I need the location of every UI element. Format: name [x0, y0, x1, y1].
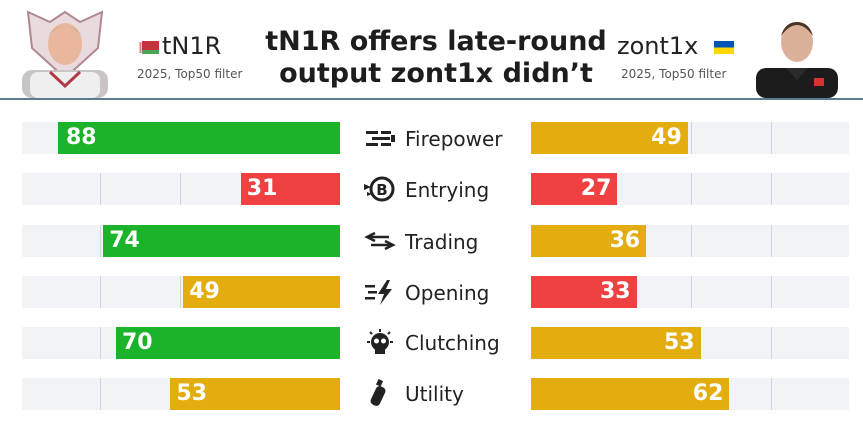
- grid-line: [100, 327, 101, 359]
- player-photo-left: [22, 10, 108, 98]
- right-value-bar: [531, 276, 637, 308]
- header: tN1R 2025, Top50 filter tN1R offers late…: [0, 0, 863, 100]
- right-player-subtitle: 2025, Top50 filter: [621, 67, 727, 81]
- grid-line: [771, 122, 772, 154]
- right-value-label: 49: [651, 125, 682, 150]
- grid-line: [100, 378, 101, 410]
- grid-line: [100, 225, 101, 257]
- header-divider: [0, 98, 863, 100]
- category-label: Firepower: [405, 127, 503, 151]
- right-value-label: 33: [599, 279, 631, 304]
- left-value-bar: [116, 327, 340, 359]
- player-photo-right: [756, 22, 838, 98]
- right-value-bar: [531, 378, 730, 410]
- category-label: Opening: [405, 281, 490, 305]
- grid-line: [771, 173, 772, 205]
- category-label: Entrying: [405, 178, 490, 202]
- page-title: tN1R offers late-round output zont1x did…: [265, 26, 607, 89]
- grid-line: [771, 378, 772, 410]
- left-value-bar: [170, 378, 340, 410]
- grid-line: [691, 173, 692, 205]
- right-player-name: zont1x: [617, 32, 699, 60]
- grid-line: [180, 173, 181, 205]
- left-player-subtitle: 2025, Top50 filter: [137, 67, 243, 81]
- right-value-bar: [531, 225, 647, 257]
- category-label: Clutching: [405, 331, 500, 355]
- trading-icon: [364, 231, 396, 251]
- svg-text:B: B: [376, 181, 387, 199]
- left-value-label: 53: [176, 381, 208, 406]
- left-value-label: 31: [246, 176, 278, 201]
- left-value-bar: [183, 276, 340, 308]
- firepower-icon: [366, 131, 395, 146]
- right-value-bar: [531, 122, 688, 154]
- grid-line: [771, 276, 772, 308]
- grid-line: [100, 173, 101, 205]
- left-player-name: tN1R: [162, 32, 222, 60]
- belarus-flag-icon: [139, 41, 159, 54]
- utility-icon: [370, 379, 386, 406]
- category-label: Trading: [405, 230, 479, 254]
- grid-line: [771, 327, 772, 359]
- category-label: Utility: [405, 382, 464, 406]
- grid-line: [771, 225, 772, 257]
- grid-line: [691, 276, 692, 308]
- right-value-bar: [531, 327, 701, 359]
- right-value-bar: [531, 173, 618, 205]
- left-value-label: 74: [109, 228, 140, 253]
- left-value-label: 49: [189, 279, 220, 304]
- left-value-bar: [103, 225, 340, 257]
- clutching-icon: [367, 329, 393, 354]
- left-value-bar: [58, 122, 340, 154]
- left-value-bar: [240, 173, 340, 205]
- grid-line: [691, 122, 692, 154]
- grid-line: [100, 276, 101, 308]
- right-value-label: 53: [663, 330, 695, 355]
- left-value-label: 70: [122, 330, 153, 355]
- opening-icon: [365, 280, 392, 305]
- grid-line: [180, 276, 181, 308]
- left-value-label: 88: [66, 125, 97, 150]
- right-value-label: 36: [609, 228, 641, 253]
- entrying-icon: B: [364, 176, 395, 202]
- right-value-label: 27: [580, 176, 612, 201]
- ukraine-flag-icon: [714, 41, 734, 54]
- grid-line: [691, 225, 692, 257]
- right-value-label: 62: [692, 381, 724, 406]
